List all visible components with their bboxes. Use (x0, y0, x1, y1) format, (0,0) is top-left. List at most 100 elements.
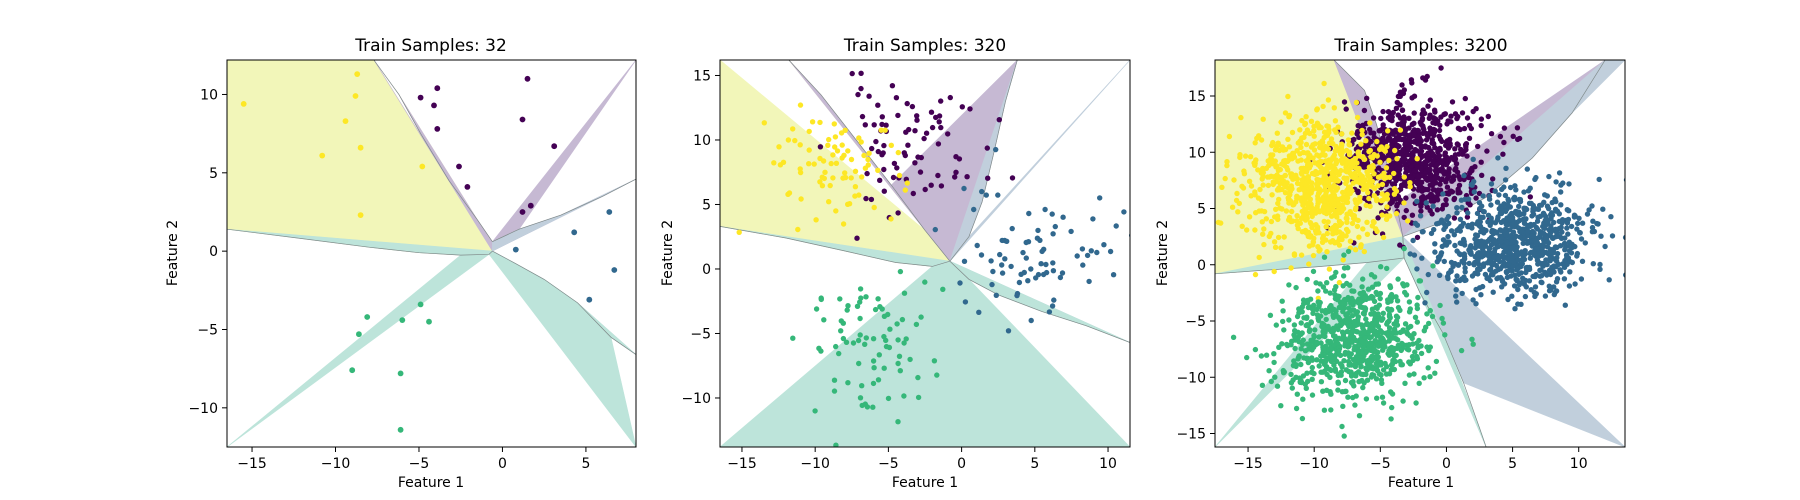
data-point-green (1312, 327, 1318, 333)
data-point-purple (1396, 133, 1402, 139)
data-point-blue (1488, 217, 1494, 223)
data-point-green (1316, 334, 1322, 340)
data-point-blue (1476, 285, 1483, 291)
data-point-green (875, 377, 882, 383)
data-point-yellow (1336, 201, 1342, 207)
data-point-blue (1475, 271, 1481, 277)
data-point-green (1414, 302, 1420, 308)
data-point-purple (1430, 181, 1436, 187)
data-point-green (940, 286, 946, 292)
data-point-blue (1453, 278, 1459, 284)
data-point-purple (1424, 73, 1430, 80)
data-point-yellow (1377, 159, 1383, 165)
data-point-green (1365, 286, 1372, 292)
data-point-green (1407, 361, 1414, 367)
decision-boundary (949, 260, 1130, 343)
data-point-green (1379, 380, 1385, 386)
data-point-yellow (902, 187, 908, 193)
data-point-yellow (1224, 162, 1230, 169)
data-point-yellow (1384, 204, 1390, 210)
data-point-green (1356, 413, 1363, 419)
y-tick-label: 10 (1188, 145, 1206, 161)
data-point-green (1349, 295, 1355, 302)
data-point-blue (571, 229, 578, 236)
data-point-purple (1442, 152, 1448, 158)
data-point-green (1388, 416, 1394, 422)
data-point-blue (1584, 211, 1591, 217)
data-point-green (885, 311, 891, 318)
data-point-yellow (1341, 175, 1347, 181)
data-point-blue (1600, 206, 1606, 212)
data-point-yellow (1292, 175, 1298, 182)
data-point-green (836, 350, 842, 357)
data-point-blue (1454, 210, 1460, 216)
data-point-green (1440, 320, 1447, 326)
data-point-green (1394, 322, 1401, 328)
data-point-green (1380, 339, 1387, 345)
data-point-green (1298, 320, 1304, 326)
data-point-purple (1485, 113, 1492, 120)
data-point-blue (1459, 223, 1465, 229)
data-point-blue (961, 185, 967, 192)
data-point-yellow (1322, 129, 1329, 136)
data-point-yellow (1366, 195, 1372, 202)
data-point-blue (1422, 300, 1428, 306)
data-point-purple (1415, 128, 1422, 134)
data-point-yellow (1302, 198, 1308, 204)
data-point-yellow (1298, 252, 1305, 258)
data-point-purple (1376, 165, 1382, 171)
data-point-yellow (1282, 110, 1289, 116)
data-point-blue (1461, 172, 1467, 179)
data-point-blue (1049, 211, 1055, 217)
data-point-blue (971, 206, 977, 213)
data-point-yellow (1291, 252, 1298, 258)
data-point-blue (1491, 249, 1498, 255)
data-point-purple (1361, 107, 1368, 114)
data-point-green (1345, 265, 1351, 271)
data-point-blue (1549, 212, 1556, 218)
data-point-yellow (1336, 229, 1343, 235)
data-point-blue (1079, 246, 1086, 252)
data-point-green (1358, 364, 1364, 370)
data-point-green (1344, 280, 1350, 287)
data-point-purple (1403, 140, 1410, 147)
data-point-purple (1490, 176, 1496, 182)
data-point-yellow (1345, 184, 1352, 191)
data-point-blue (1474, 240, 1481, 247)
data-point-green (821, 317, 827, 323)
data-point-purple (1451, 195, 1458, 202)
data-point-blue (1578, 276, 1585, 282)
data-point-blue (1519, 228, 1525, 234)
data-point-blue (1488, 181, 1495, 187)
data-point-green (915, 374, 921, 381)
data-point-purple (1470, 108, 1476, 115)
data-point-green (1470, 341, 1476, 347)
data-point-blue (1521, 205, 1527, 211)
data-point-blue (1566, 181, 1572, 187)
data-point-yellow (1393, 210, 1400, 217)
data-point-green (1343, 319, 1350, 325)
data-point-blue (1042, 206, 1048, 213)
data-point-purple (1457, 189, 1463, 196)
data-point-yellow (1321, 80, 1327, 87)
data-point-green (1288, 380, 1295, 386)
data-point-purple (1419, 115, 1426, 122)
data-point-blue (1562, 235, 1568, 241)
data-point-yellow (1281, 181, 1287, 188)
data-point-green (1406, 309, 1413, 315)
data-point-blue (1495, 155, 1501, 161)
data-point-purple (1452, 111, 1459, 117)
data-point-blue (1074, 253, 1080, 259)
data-point-yellow (825, 142, 831, 148)
data-point-purple (1341, 99, 1348, 105)
data-point-green (1369, 353, 1375, 359)
data-point-blue (1516, 203, 1522, 210)
data-point-green (1356, 378, 1362, 385)
data-point-green (1406, 342, 1412, 348)
data-point-green (1321, 254, 1328, 260)
data-point-purple (1427, 112, 1433, 118)
data-point-green (1353, 373, 1359, 379)
data-point-blue (1035, 227, 1041, 234)
data-point-green (1352, 361, 1358, 367)
data-point-green (840, 320, 846, 326)
